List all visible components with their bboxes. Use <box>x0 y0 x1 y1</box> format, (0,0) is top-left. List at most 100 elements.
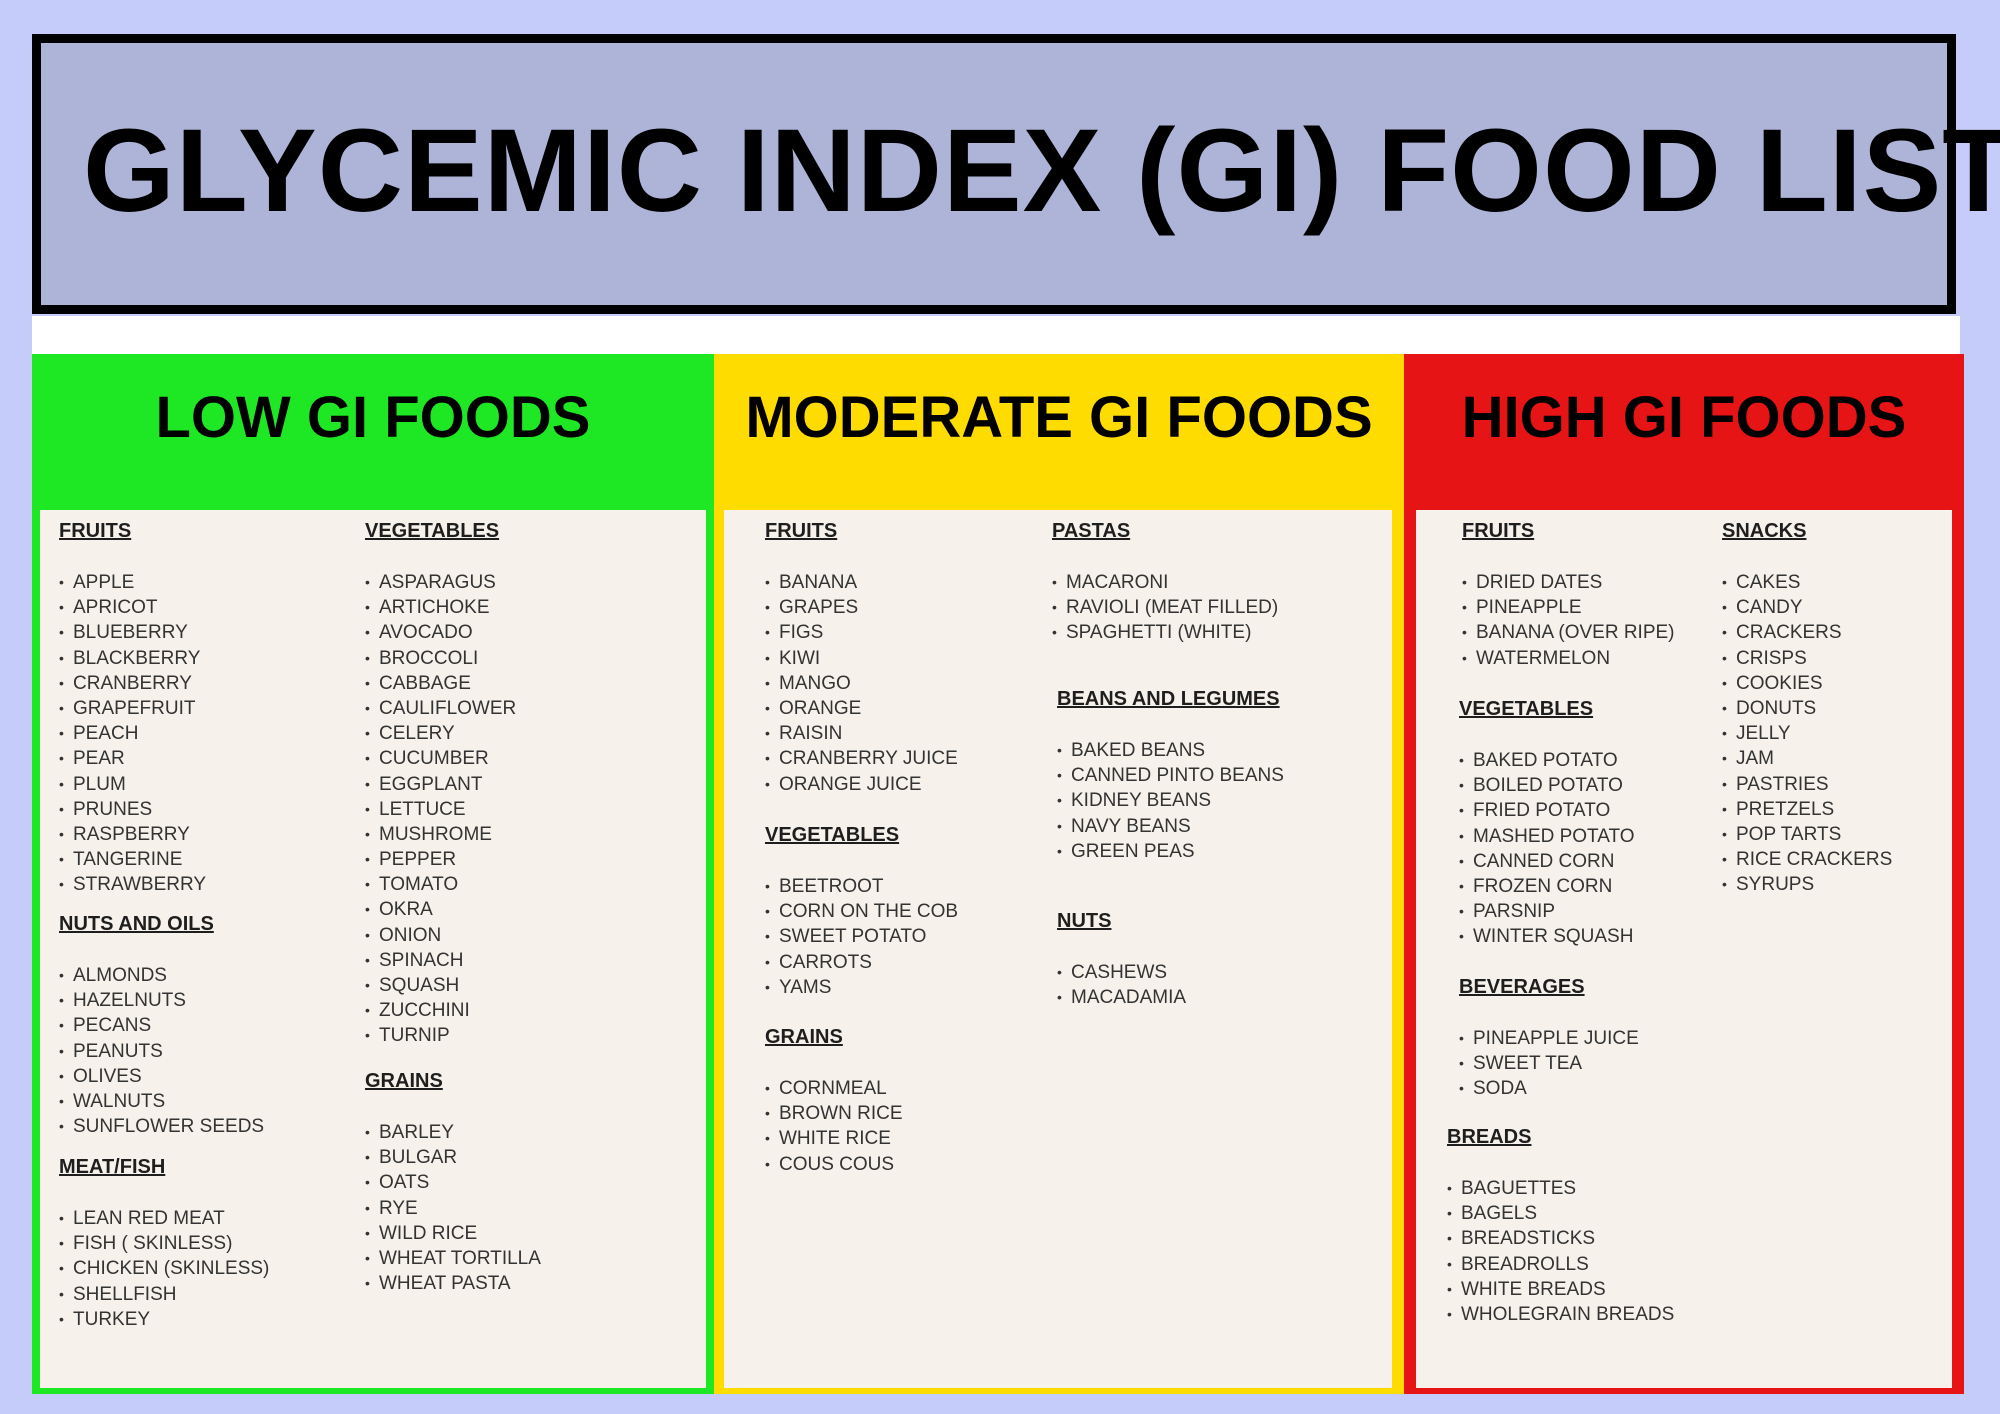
high-breads-section: BREADS BAGUETTESBAGELSBREADSTICKSBREADRO… <box>1447 1126 1674 1327</box>
list-item: ARTICHOKE <box>365 595 516 620</box>
list-item: RAISIN <box>765 721 958 746</box>
item-list: CORNMEALBROWN RICEWHITE RICECOUS COUS <box>765 1076 903 1177</box>
low-grains-section: GRAINS BARLEYBULGAROATSRYEWILD RICEWHEAT… <box>365 1070 541 1297</box>
list-item: CRANBERRY <box>59 671 206 696</box>
list-item: BAKED POTATO <box>1459 748 1635 773</box>
list-item: CRISPS <box>1722 646 1892 671</box>
list-item: BANANA (OVER RIPE) <box>1462 620 1675 645</box>
item-list: CASHEWSMACADAMIA <box>1057 960 1186 1011</box>
list-item: JAM <box>1722 746 1892 771</box>
section-title: VEGETABLES <box>765 824 900 846</box>
list-item: OKRA <box>365 897 516 922</box>
low-nuts-oils-section: NUTS AND OILS ALMONDSHAZELNUTSPECANSPEAN… <box>59 913 264 1140</box>
list-item: ASPARAGUS <box>365 570 516 595</box>
list-item: OLIVES <box>59 1064 264 1089</box>
low-fruits-section: FRUITS APPLEAPRICOTBLUEBERRYBLACKBERRYCR… <box>59 520 206 898</box>
list-item: WILD RICE <box>365 1221 541 1246</box>
low-gi-column: LOW GI FOODS FRUITS APPLEAPRICOTBLUEBERR… <box>32 354 714 1394</box>
item-list: PINEAPPLE JUICESWEET TEASODA <box>1459 1026 1639 1102</box>
list-item: CELERY <box>365 721 516 746</box>
title-banner: GLYCEMIC INDEX (GI) FOOD LIST <box>32 34 2000 314</box>
list-item: BREADSTICKS <box>1447 1226 1674 1251</box>
list-item: CANDY <box>1722 595 1892 620</box>
list-item: WINTER SQUASH <box>1459 924 1635 949</box>
list-item: CASHEWS <box>1057 960 1186 985</box>
section-title: NUTS <box>1057 910 1112 932</box>
list-item: HAZELNUTS <box>59 988 264 1013</box>
list-item: PEAR <box>59 746 206 771</box>
moderate-gi-column: MODERATE GI FOODS FRUITS BANANAGRAPESFIG… <box>714 354 1404 1394</box>
list-item: TOMATO <box>365 872 516 897</box>
section-title: NUTS AND OILS <box>59 913 214 935</box>
list-item: NAVY BEANS <box>1057 814 1284 839</box>
page-title: GLYCEMIC INDEX (GI) FOOD LIST <box>83 105 2000 237</box>
high-gi-panel: FRUITS DRIED DATESPINEAPPLEBANANA (OVER … <box>1416 510 1952 1388</box>
list-item: FROZEN CORN <box>1459 874 1635 899</box>
high-vegetables-section: VEGETABLES BAKED POTATOBOILED POTATOFRIE… <box>1459 698 1635 950</box>
list-item: PRETZELS <box>1722 797 1892 822</box>
list-item: LEAN RED MEAT <box>59 1206 269 1231</box>
list-item: PARSNIP <box>1459 899 1635 924</box>
list-item: RICE CRACKERS <box>1722 847 1892 872</box>
list-item: MACARONI <box>1052 570 1278 595</box>
list-item: WHITE RICE <box>765 1126 903 1151</box>
list-item: AVOCADO <box>365 620 516 645</box>
low-vegetables-section: VEGETABLES ASPARAGUSARTICHOKEAVOCADOBROC… <box>365 520 516 1049</box>
list-item: ORANGE JUICE <box>765 772 958 797</box>
list-item: ZUCCHINI <box>365 998 516 1023</box>
item-list: BAKED BEANSCANNED PINTO BEANSKIDNEY BEAN… <box>1057 738 1284 864</box>
list-item: BLUEBERRY <box>59 620 206 645</box>
item-list: BAKED POTATOBOILED POTATOFRIED POTATOMAS… <box>1459 748 1635 950</box>
list-item: GRAPES <box>765 595 958 620</box>
list-item: CANNED PINTO BEANS <box>1057 763 1284 788</box>
item-list: LEAN RED MEATFISH ( SKINLESS)CHICKEN (SK… <box>59 1206 269 1332</box>
divider-strip <box>32 316 1960 354</box>
list-item: POP TARTS <box>1722 822 1892 847</box>
list-item: MANGO <box>765 671 958 696</box>
list-item: CARROTS <box>765 950 958 975</box>
list-item: SWEET TEA <box>1459 1051 1639 1076</box>
list-item: BARLEY <box>365 1120 541 1145</box>
list-item: BEETROOT <box>765 874 958 899</box>
section-title: MEAT/FISH <box>59 1156 166 1178</box>
list-item: PINEAPPLE <box>1462 595 1675 620</box>
list-item: PEANUTS <box>59 1039 264 1064</box>
item-list: CAKESCANDYCRACKERSCRISPSCOOKIESDONUTSJEL… <box>1722 570 1892 898</box>
list-item: BANANA <box>765 570 958 595</box>
moderate-nuts-section: NUTS CASHEWSMACADAMIA <box>1057 910 1186 1011</box>
item-list: BAGUETTESBAGELSBREADSTICKSBREADROLLSWHIT… <box>1447 1176 1674 1327</box>
list-item: BLACKBERRY <box>59 646 206 671</box>
list-item: WATERMELON <box>1462 646 1675 671</box>
moderate-pastas-section: PASTAS MACARONIRAVIOLI (MEAT FILLED)SPAG… <box>1052 520 1278 646</box>
list-item: STRAWBERRY <box>59 872 206 897</box>
list-item: FRIED POTATO <box>1459 798 1635 823</box>
high-fruits-section: FRUITS DRIED DATESPINEAPPLEBANANA (OVER … <box>1462 520 1675 671</box>
list-item: CUCUMBER <box>365 746 516 771</box>
high-gi-column: HIGH GI FOODS FRUITS DRIED DATESPINEAPPL… <box>1404 354 1964 1394</box>
section-title: GRAINS <box>365 1070 443 1092</box>
moderate-gi-panel: FRUITS BANANAGRAPESFIGSKIWIMANGOORANGERA… <box>724 510 1392 1388</box>
item-list: ASPARAGUSARTICHOKEAVOCADOBROCCOLICABBAGE… <box>365 570 516 1049</box>
item-list: ALMONDSHAZELNUTSPECANSPEANUTSOLIVESWALNU… <box>59 963 264 1140</box>
list-item: COOKIES <box>1722 671 1892 696</box>
moderate-beans-section: BEANS AND LEGUMES BAKED BEANSCANNED PINT… <box>1057 688 1284 864</box>
high-gi-header: HIGH GI FOODS <box>1461 385 1907 450</box>
list-item: SPINACH <box>365 948 516 973</box>
list-item: MASHED POTATO <box>1459 824 1635 849</box>
high-beverages-section: BEVERAGES PINEAPPLE JUICESWEET TEASODA <box>1459 976 1639 1102</box>
list-item: SHELLFISH <box>59 1282 269 1307</box>
list-item: BAGELS <box>1447 1201 1674 1226</box>
list-item: TURKEY <box>59 1307 269 1332</box>
list-item: APPLE <box>59 570 206 595</box>
list-item: FISH ( SKINLESS) <box>59 1231 269 1256</box>
item-list: MACARONIRAVIOLI (MEAT FILLED)SPAGHETTI (… <box>1052 570 1278 646</box>
moderate-fruits-section: FRUITS BANANAGRAPESFIGSKIWIMANGOORANGERA… <box>765 520 958 797</box>
item-list: BANANAGRAPESFIGSKIWIMANGOORANGERAISINCRA… <box>765 570 958 797</box>
list-item: TURNIP <box>365 1023 516 1048</box>
list-item: COUS COUS <box>765 1152 903 1177</box>
list-item: PEACH <box>59 721 206 746</box>
list-item: CORNMEAL <box>765 1076 903 1101</box>
list-item: JELLY <box>1722 721 1892 746</box>
list-item: SODA <box>1459 1076 1639 1101</box>
list-item: SYRUPS <box>1722 872 1892 897</box>
